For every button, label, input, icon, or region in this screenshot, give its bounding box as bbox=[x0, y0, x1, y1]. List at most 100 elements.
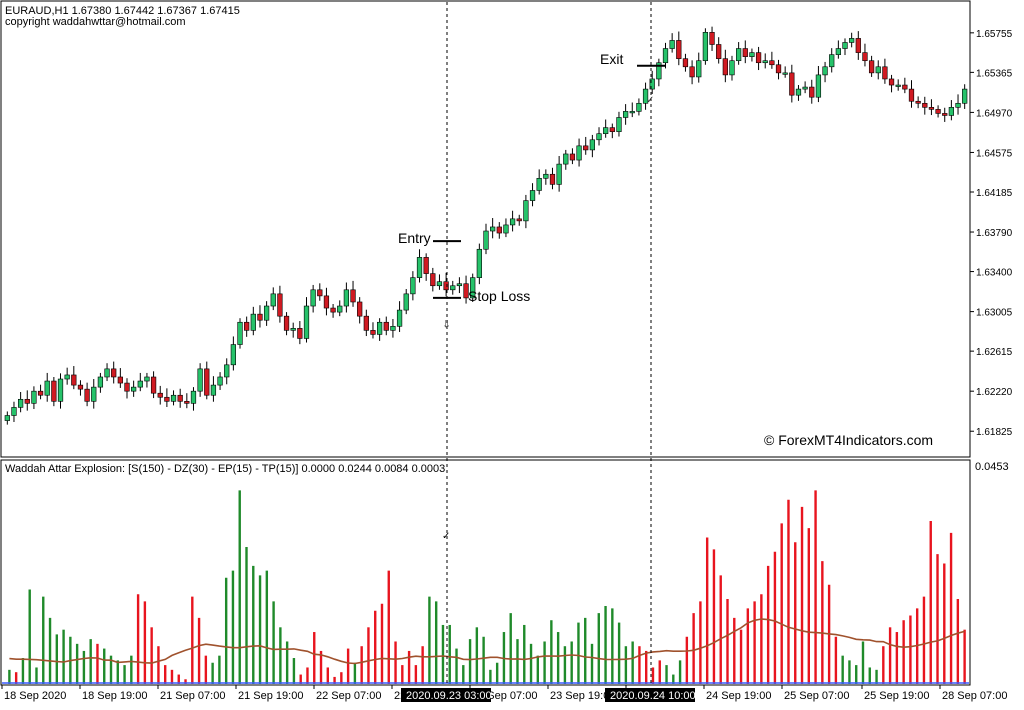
candle-body bbox=[436, 281, 443, 287]
candle-body bbox=[124, 382, 130, 392]
candle-body bbox=[237, 321, 243, 345]
candle-body bbox=[849, 38, 855, 43]
candle-body bbox=[829, 54, 835, 68]
candle-body bbox=[190, 390, 197, 404]
candle-body bbox=[111, 368, 117, 378]
candle-body bbox=[942, 113, 948, 116]
price-tick-label: 1.63005 bbox=[976, 308, 1013, 319]
candle-body bbox=[669, 40, 675, 49]
candle-body bbox=[888, 78, 895, 86]
candle-body bbox=[603, 127, 609, 134]
candle-body bbox=[928, 107, 935, 110]
candle-body bbox=[908, 88, 915, 102]
price-tick-label: 1.64970 bbox=[976, 108, 1013, 119]
candle-body bbox=[177, 394, 183, 402]
symbol-quote-line: EURAUD,H1 1.67380 1.67442 1.67367 1.6741… bbox=[5, 5, 240, 17]
candle-body bbox=[629, 111, 635, 114]
candle-body bbox=[709, 32, 715, 45]
candle-body bbox=[131, 386, 137, 392]
candle-body bbox=[277, 293, 283, 317]
candle-body bbox=[104, 368, 110, 378]
candle-body bbox=[157, 392, 163, 398]
price-tick-label: 1.62615 bbox=[976, 347, 1013, 358]
candle-body bbox=[270, 293, 276, 307]
candle-body bbox=[377, 321, 383, 335]
candle-body bbox=[450, 285, 456, 291]
watermark-text: © ForexMT4Indicators.com bbox=[764, 432, 933, 448]
candle-body bbox=[789, 72, 795, 96]
candle-body bbox=[589, 139, 595, 151]
candle-body bbox=[310, 289, 316, 307]
candle-body bbox=[263, 305, 270, 321]
candle-body bbox=[503, 224, 509, 234]
candle-body bbox=[4, 415, 10, 421]
price-tick-label: 1.65365 bbox=[976, 68, 1013, 79]
candle-body bbox=[84, 388, 90, 402]
price-tick-label: 1.64185 bbox=[976, 188, 1013, 199]
candle-body bbox=[656, 62, 662, 80]
candlestick-series bbox=[4, 26, 968, 425]
price-tick-label: 1.64575 bbox=[976, 148, 1013, 159]
candle-body bbox=[815, 74, 822, 98]
candle-body bbox=[529, 190, 536, 201]
candle-body bbox=[642, 88, 649, 104]
candle-body bbox=[775, 64, 782, 74]
price-tick-label: 1.61825 bbox=[976, 427, 1013, 438]
candle-body bbox=[689, 66, 695, 78]
explosion-line-group bbox=[2, 618, 969, 684]
candle-body bbox=[729, 60, 735, 76]
candle-body bbox=[97, 376, 104, 388]
candle-body bbox=[862, 52, 868, 62]
candle-body bbox=[583, 145, 589, 151]
candle-body bbox=[782, 72, 788, 75]
candle-body bbox=[476, 248, 482, 278]
signal-arrow-icon: ⇓ bbox=[442, 319, 451, 331]
exit-check-icon: ✓ bbox=[646, 95, 654, 106]
candle-body bbox=[483, 230, 489, 250]
candle-body bbox=[250, 313, 256, 331]
candle-body bbox=[230, 344, 236, 366]
candle-body bbox=[210, 384, 217, 396]
candle-body bbox=[470, 277, 476, 299]
candle-body bbox=[363, 315, 369, 331]
candle-body bbox=[716, 44, 722, 59]
candle-body bbox=[416, 257, 423, 278]
candle-body bbox=[543, 173, 549, 179]
candle-body bbox=[622, 111, 629, 118]
candle-body bbox=[403, 293, 409, 311]
time-tick-label: 25 Sep 07:00 bbox=[784, 690, 849, 702]
candle-body bbox=[676, 40, 682, 59]
candle-body bbox=[323, 295, 330, 309]
candle-body bbox=[137, 380, 143, 388]
candle-body bbox=[682, 58, 689, 68]
candle-body bbox=[357, 301, 363, 317]
candle-body bbox=[948, 107, 955, 116]
candle-body bbox=[44, 380, 50, 396]
candle-body bbox=[224, 364, 230, 378]
stop-loss-label: Stop Loss bbox=[468, 288, 530, 304]
candle-body bbox=[496, 226, 502, 234]
candle-body bbox=[563, 153, 569, 165]
candle-body bbox=[596, 133, 602, 141]
candle-body bbox=[569, 153, 576, 161]
exit-annotation: Exit bbox=[600, 51, 666, 67]
candle-body bbox=[217, 376, 223, 386]
candle-body bbox=[383, 321, 389, 331]
candle-body bbox=[57, 378, 64, 402]
indicator-panel-frame bbox=[0, 459, 971, 686]
candle-body bbox=[902, 84, 908, 90]
candle-body bbox=[802, 86, 808, 90]
candle-body bbox=[317, 289, 323, 297]
price-axis: 1.65755 1.65365 1.64970 1.64575 1.64185 1.637… bbox=[970, 29, 1013, 438]
candle-body bbox=[244, 321, 250, 331]
candle-body bbox=[91, 386, 97, 402]
candle-body bbox=[370, 330, 376, 335]
candle-body bbox=[755, 52, 762, 64]
time-tick-label: 18 Sep 2020 bbox=[4, 690, 66, 702]
candle-body bbox=[150, 376, 157, 394]
candle-body bbox=[24, 398, 30, 404]
candle-body bbox=[742, 48, 748, 57]
candle-body bbox=[330, 307, 336, 313]
